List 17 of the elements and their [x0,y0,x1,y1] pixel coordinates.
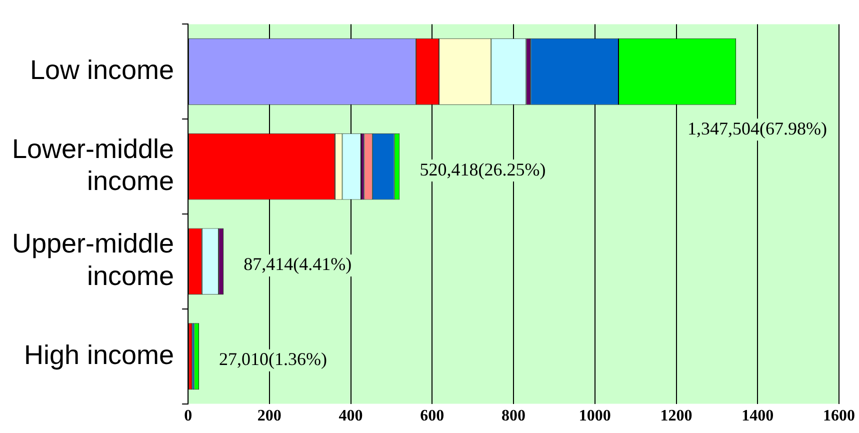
x-tick-label: 600 [420,408,444,425]
annotation: 520,418(26.25%) [420,159,546,180]
x-tick-label: 1600 [823,408,855,425]
x-tick-label: 1000 [578,408,611,425]
x-tick-label: 0 [184,408,192,425]
y-tick-label: Low income [30,55,174,86]
x-tick-label: 1400 [742,408,774,425]
y-tick-label: Lower-middle income [12,134,174,196]
annotation: 1,347,504(67.98%) [688,118,828,138]
y-tick-label: High income [24,340,174,370]
x-tick-label: 200 [257,408,282,425]
annotation: 27,010(1.36%) [219,349,328,370]
x-tick-label: 800 [502,408,526,425]
x-tick-label: 1200 [660,408,692,425]
x-tick-label: 400 [338,408,363,425]
annotation: 87,414(4.41%) [244,254,352,274]
y-tick-label: Upper-middle income [12,228,174,292]
